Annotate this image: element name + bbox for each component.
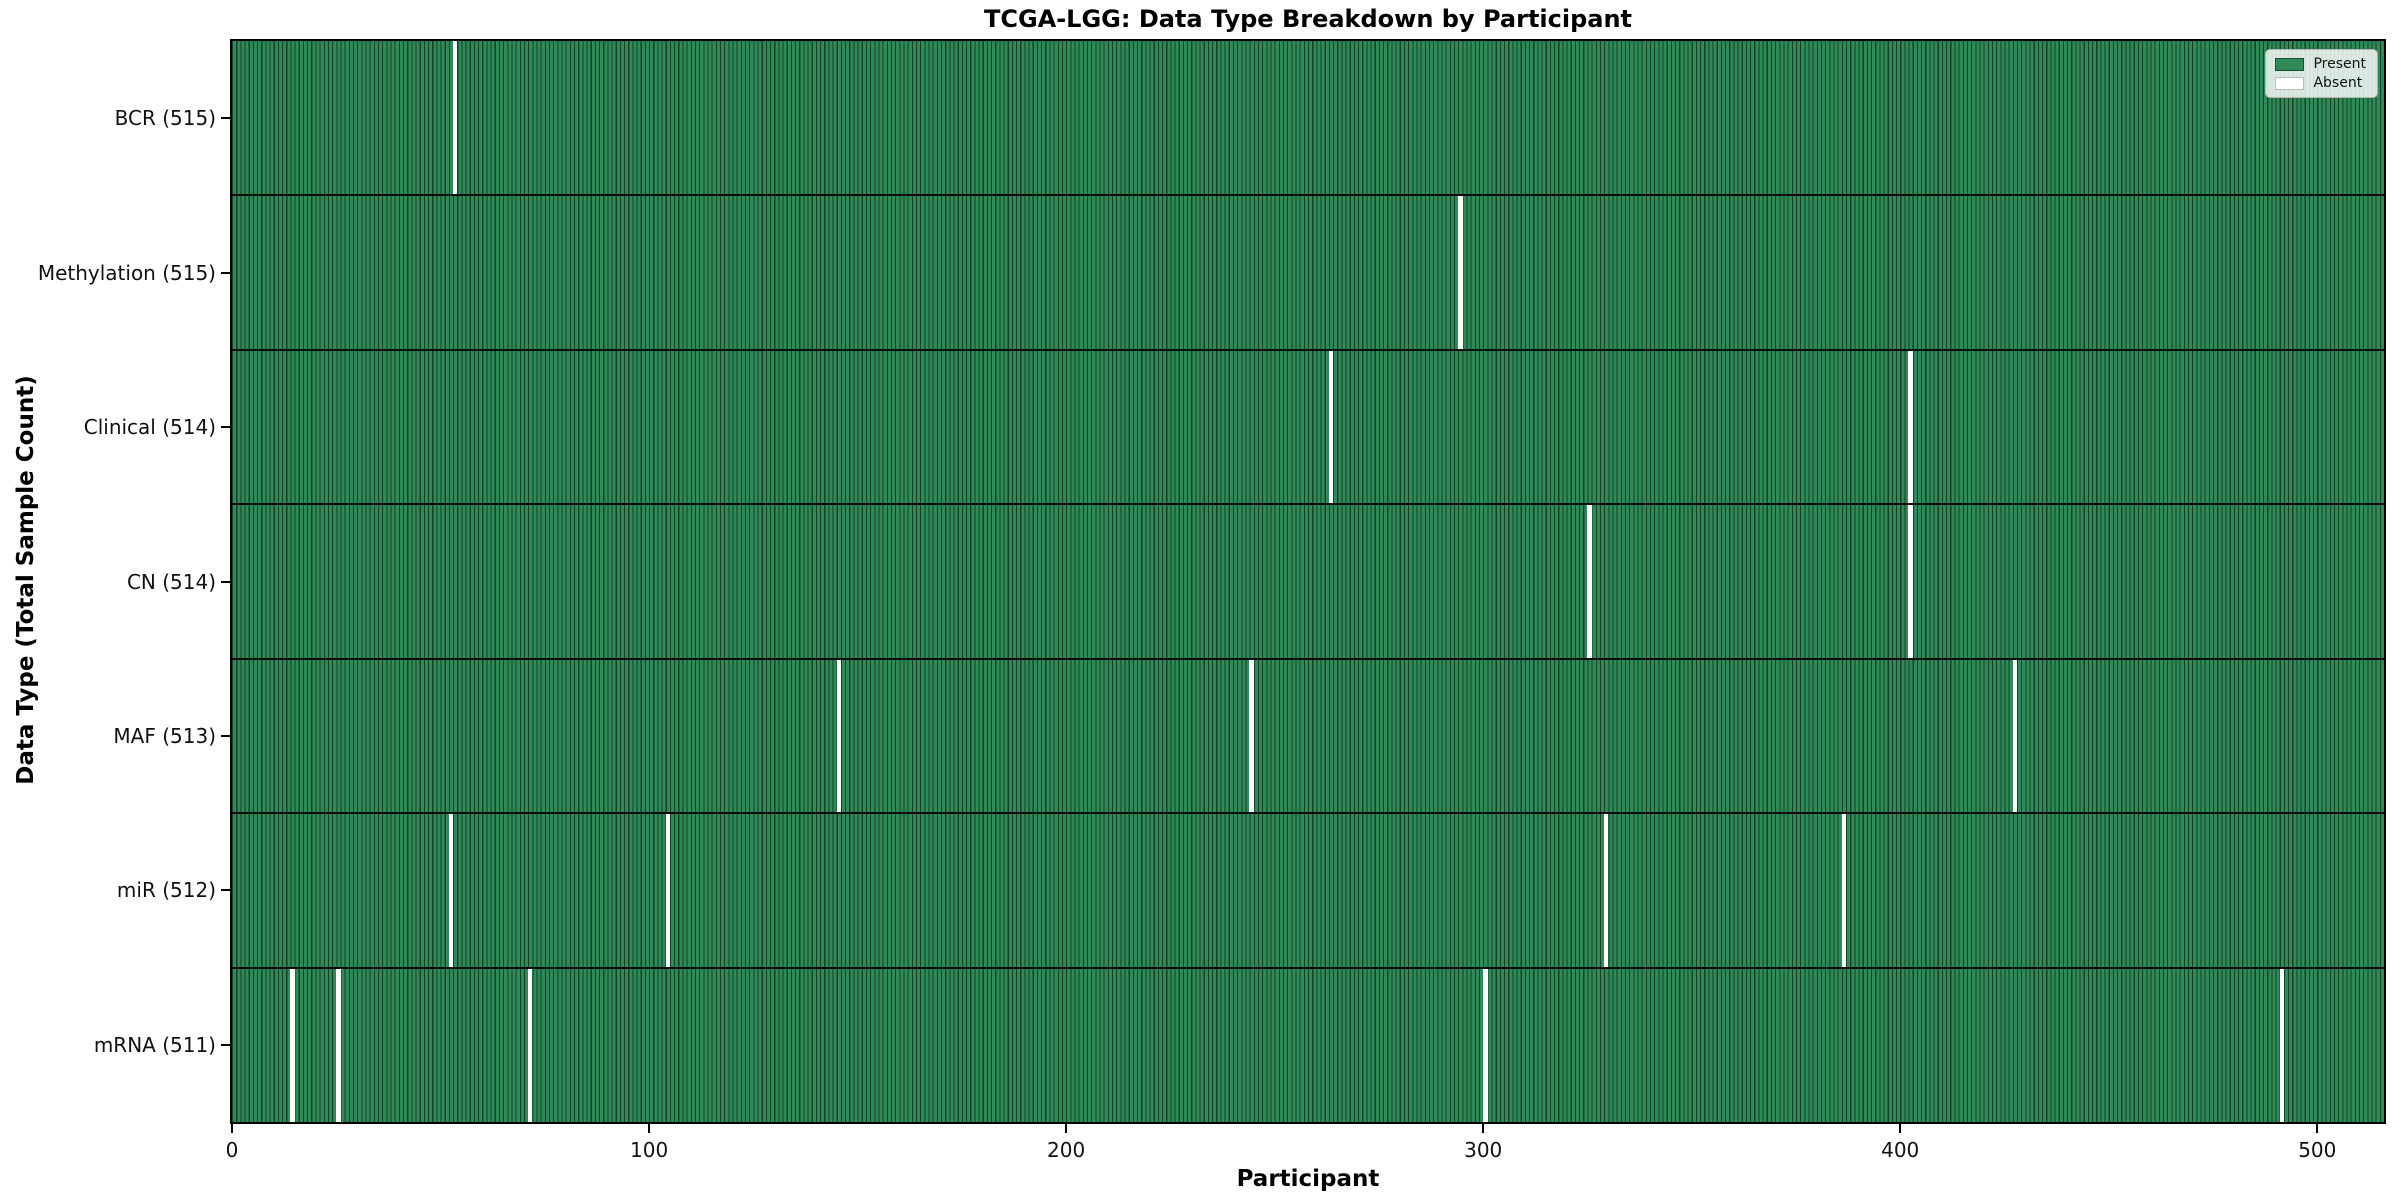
absent-gap-mRNA-71 (527, 967, 533, 1122)
row-divider (232, 503, 2384, 506)
plot-area: Present Absent (230, 39, 2386, 1124)
absent-gap-mRNA-14 (290, 967, 295, 1122)
x-tick-label-0: 0 (225, 1138, 239, 1162)
legend-swatch-present-icon (2275, 57, 2305, 71)
absent-gap-MAF-427 (2012, 658, 2018, 814)
absent-gap-miR-52 (448, 813, 454, 968)
legend-item-absent: Absent (2275, 76, 2366, 90)
absent-gap-MAF-145 (836, 658, 842, 814)
legend-label-absent: Absent (2313, 75, 2363, 91)
x-tick-mark (1065, 1124, 1068, 1133)
absent-gap-miR-104 (665, 813, 671, 968)
row-divider (232, 657, 2384, 660)
y-tick-mark (221, 1043, 230, 1046)
y-tick-label-Methylation: Methylation (515) (37, 260, 216, 285)
row-divider (232, 966, 2384, 969)
absent-gap-Methylation-294 (1457, 195, 1463, 350)
y-tick-mark (221, 271, 230, 274)
absent-gap-MAF-244 (1249, 658, 1254, 814)
y-tick-label-Clinical: Clinical (514) (83, 415, 216, 440)
x-tick-mark (231, 1124, 233, 1133)
absent-gap-mRNA-300 (1482, 967, 1488, 1122)
x-tick-mark (2316, 1124, 2319, 1133)
chart-title: TCGA-LGG: Data Type Breakdown by Partici… (983, 5, 1633, 33)
x-tick-label-400: 400 (1881, 1138, 1920, 1162)
y-tick-label-mRNA: mRNA (511) (93, 1032, 216, 1057)
legend-label-present: Present (2313, 56, 2366, 72)
y-tick-label-BCR: BCR (515) (114, 106, 216, 131)
x-tick-mark (1482, 1124, 1485, 1133)
y-tick-label-CN: CN (514) (126, 569, 216, 594)
y-tick-label-miR: miR (512) (116, 878, 216, 903)
row-divider (232, 348, 2384, 351)
absent-gap-Clinical-263 (1328, 349, 1334, 505)
y-tick-mark (221, 580, 230, 583)
absent-gap-mRNA-25 (336, 967, 341, 1122)
absent-gap-CN-402 (1908, 504, 1913, 659)
absent-gap-Clinical-402 (1908, 349, 1913, 505)
x-tick-label-300: 300 (1464, 1138, 1503, 1162)
y-tick-mark (221, 426, 230, 429)
absent-gap-miR-386 (1841, 813, 1847, 968)
y-tick-mark (221, 734, 230, 737)
row-divider (232, 194, 2384, 197)
x-axis-label: Participant (1236, 1166, 1380, 1192)
x-tick-mark (648, 1124, 651, 1133)
absent-gap-miR-329 (1603, 813, 1609, 968)
absent-gap-BCR-53 (452, 41, 458, 196)
x-tick-label-100: 100 (630, 1138, 669, 1162)
absent-gap-CN-325 (1587, 504, 1592, 659)
absent-gap-mRNA-491 (2279, 967, 2285, 1122)
legend-item-present: Present (2275, 57, 2366, 71)
x-tick-mark (1899, 1124, 1902, 1133)
y-tick-mark (221, 117, 230, 120)
legend: Present Absent (2265, 49, 2378, 98)
x-tick-label-500: 500 (2298, 1138, 2337, 1162)
x-tick-label-200: 200 (1047, 1138, 1086, 1162)
y-tick-mark (221, 889, 230, 892)
legend-swatch-absent-icon (2275, 76, 2305, 90)
row-divider (232, 812, 2384, 815)
y-tick-label-MAF: MAF (513) (113, 723, 216, 748)
